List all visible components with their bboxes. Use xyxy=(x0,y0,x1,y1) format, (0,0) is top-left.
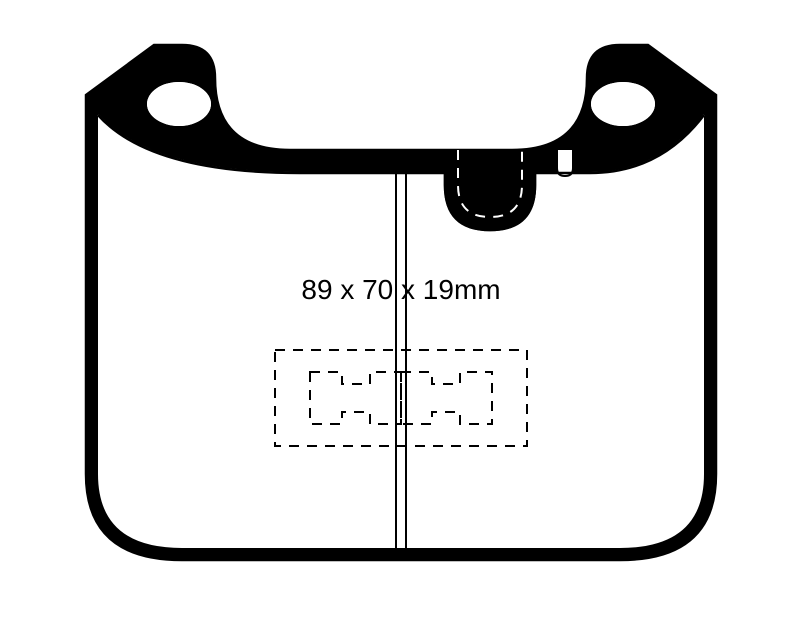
mount-hole-left-overlay xyxy=(147,82,211,126)
dimension-label: 89 x 70 x 19mm xyxy=(301,274,500,306)
brake-pad-diagram xyxy=(0,0,802,633)
diagram-canvas: 89 x 70 x 19mm xyxy=(0,0,802,633)
mount-hole-right-overlay xyxy=(591,82,655,126)
friction-face xyxy=(98,115,704,548)
